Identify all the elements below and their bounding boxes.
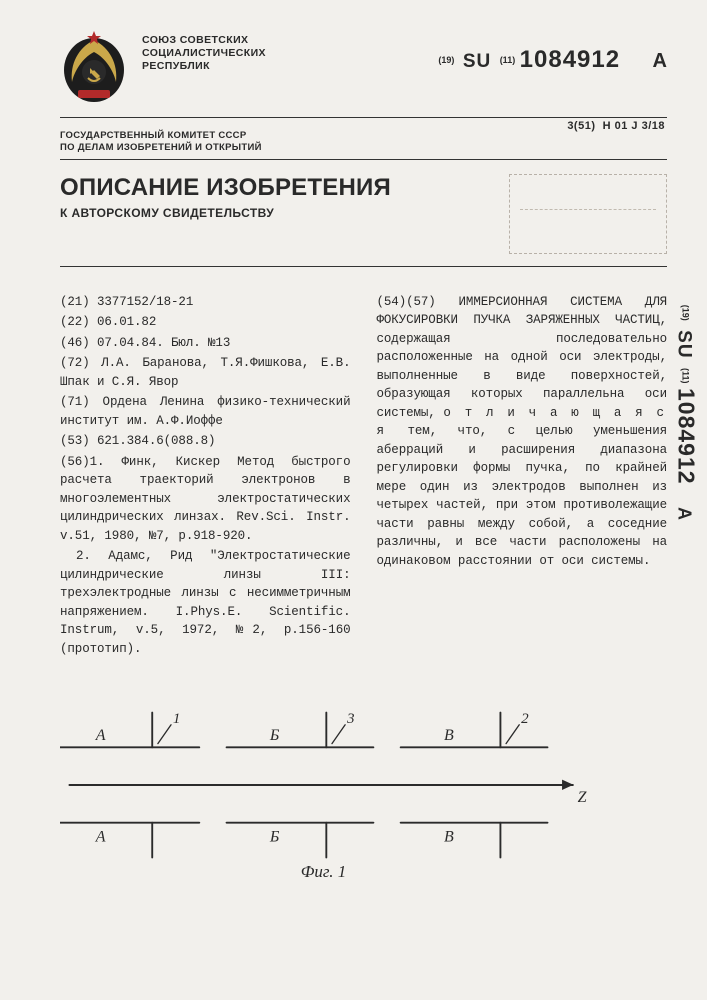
divider — [60, 159, 667, 160]
cls-prefix: 3(51) — [567, 120, 595, 132]
svg-text:В: В — [444, 828, 454, 845]
country-code: SU — [673, 330, 694, 358]
inid-19: (19) — [438, 55, 454, 65]
org-name: СОЮЗ СОВЕТСКИХ СОЦИАЛИСТИЧЕСКИХ РЕСПУБЛИ… — [142, 28, 266, 73]
svg-text:3: 3 — [346, 711, 355, 727]
inid-11: (11) — [680, 368, 690, 384]
inid-19: (19) — [680, 305, 690, 321]
doc-number: 1084912 — [673, 388, 699, 485]
kind-code: A — [653, 50, 667, 72]
svg-text:В: В — [444, 727, 454, 744]
divider — [60, 117, 667, 118]
field-21: (21) 3377152/18-21 — [60, 293, 351, 312]
org-line: РЕСПУБЛИК — [142, 60, 266, 73]
doc-title: ОПИСАНИЕ ИЗОБРЕТЕНИЯ — [60, 174, 497, 202]
org-line: СОЮЗ СОВЕТСКИХ — [142, 34, 266, 47]
field-71: (71) Ордена Ленина физико-технический ин… — [60, 393, 351, 430]
committee: ГОСУДАРСТВЕННЫЙ КОМИТЕТ СССР ПО ДЕЛАМ ИЗ… — [60, 130, 667, 155]
doc-number: 1084912 — [520, 46, 620, 73]
abstract-head: (54)(57) ИММЕРСИОННАЯ СИСТЕМА ДЛЯ ФОКУСИ… — [377, 295, 668, 328]
field-56-ref2: 2. Адамс, Рид "Электростатические цилинд… — [60, 547, 351, 658]
ipc-classification: 3(51) H 01 J 3/18 — [567, 120, 665, 132]
doc-subtitle: К АВТОРСКОМУ СВИДЕТЕЛЬСТВУ — [60, 206, 497, 220]
svg-text:Б: Б — [269, 828, 280, 845]
figure-caption: Фиг. 1 — [301, 862, 347, 882]
figure-1: Z А А 1 Б Б 3 В В 2 Фиг. 1 — [60, 690, 587, 880]
inid-11: (11) — [500, 55, 516, 65]
svg-text:2: 2 — [521, 711, 529, 727]
abstract: (54)(57) ИММЕРСИОННАЯ СИСТЕМА ДЛЯ ФОКУСИ… — [377, 293, 668, 571]
country-code: SU — [463, 51, 491, 72]
svg-text:А: А — [95, 727, 106, 744]
left-column: (21) 3377152/18-21 (22) 06.01.82 (46) 07… — [60, 293, 351, 661]
field-22: (22) 06.01.82 — [60, 313, 351, 332]
stamp-box — [509, 174, 667, 254]
divider — [60, 266, 667, 267]
svg-text:Б: Б — [269, 727, 280, 744]
publication-number: (19) SU (11) 1084912 A — [438, 28, 667, 74]
org-line: СОЦИАЛИСТИЧЕСКИХ — [142, 47, 266, 60]
field-53: (53) 621.384.6(088.8) — [60, 432, 351, 451]
body-columns: (21) 3377152/18-21 (22) 06.01.82 (46) 07… — [60, 293, 667, 661]
svg-text:1: 1 — [173, 711, 181, 727]
field-56-ref1: (56)1. Финк, Кискер Метод быстрого расче… — [60, 453, 351, 546]
header-row: СОЮЗ СОВЕТСКИХ СОЦИАЛИСТИЧЕСКИХ РЕСПУБЛИ… — [60, 28, 667, 111]
field-46: (46) 07.04.84. Бюл. №13 — [60, 334, 351, 353]
side-publication-number: (19) SU (11) 1084912 A — [672, 305, 699, 520]
cls-code: H 01 J 3/18 — [603, 120, 665, 132]
svg-text:А: А — [95, 828, 106, 845]
svg-text:Z: Z — [578, 789, 587, 806]
kind-code: A — [674, 507, 694, 520]
right-column: (54)(57) ИММЕРСИОННАЯ СИСТЕМА ДЛЯ ФОКУСИ… — [377, 293, 668, 661]
committee-line: ПО ДЕЛАМ ИЗОБРЕТЕНИЙ И ОТКРЫТИЙ — [60, 142, 667, 154]
ussr-emblem — [60, 28, 128, 111]
field-72: (72) Л.А. Баранова, Т.Я.Фишкова, Е.В. Шп… — [60, 354, 351, 391]
abstract-body: тем, что, с целью уменьшения аберраций и… — [377, 424, 668, 568]
